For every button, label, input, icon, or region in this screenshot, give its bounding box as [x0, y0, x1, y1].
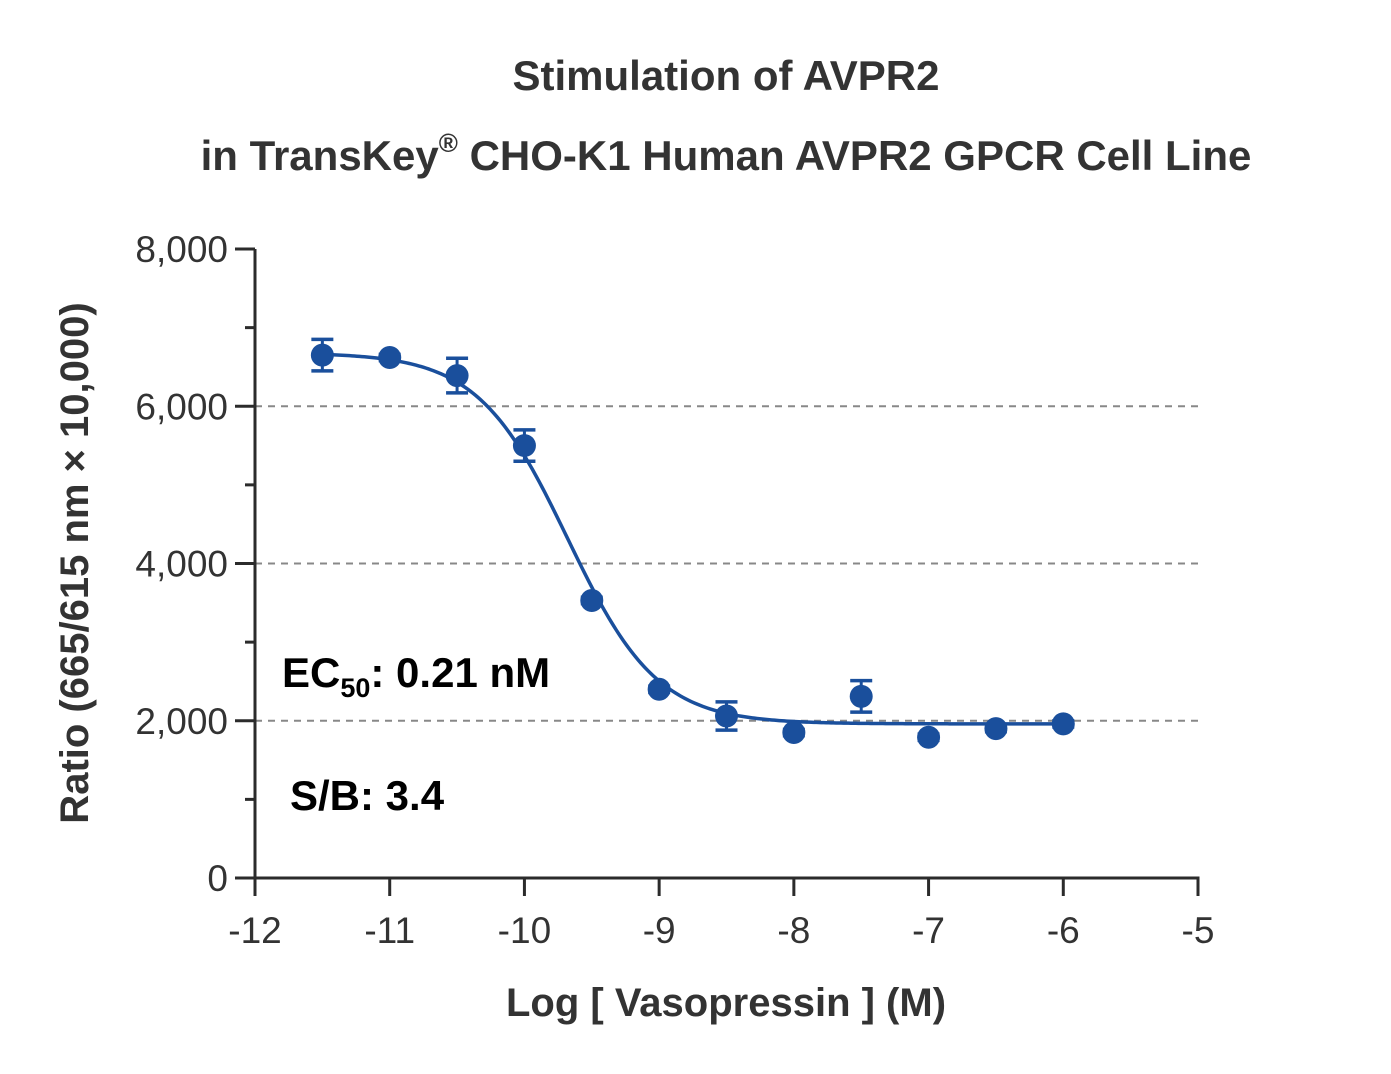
x-axis-title: Log [ Vasopressin ] (M)	[506, 981, 946, 1025]
x-tick-label: -5	[1182, 910, 1215, 951]
chart-title-line2-sup: ®	[439, 128, 458, 158]
x-tick-label: -7	[912, 910, 945, 951]
data-point	[512, 434, 536, 458]
data-point	[984, 717, 1008, 741]
data-point	[849, 684, 873, 708]
sb-annotation: S/B: 3.4	[290, 772, 445, 819]
ec50-prefix: EC	[282, 649, 340, 696]
ec50-subscript: 50	[340, 673, 370, 703]
data-point	[647, 677, 671, 701]
x-tick-label: -8	[777, 910, 810, 951]
chart-title-line1: Stimulation of AVPR2	[512, 52, 939, 99]
chart-title-line2: in TransKey® CHO-K1 Human AVPR2 GPCR Cel…	[201, 128, 1252, 179]
chart-title-line2-post: CHO-K1 Human AVPR2 GPCR Cell Line	[458, 132, 1251, 179]
x-tick-label: -11	[364, 910, 415, 951]
y-tick-label: 8,000	[135, 229, 228, 270]
ec50-value: : 0.21 nM	[370, 649, 550, 696]
points-layer	[310, 337, 1075, 749]
data-point	[310, 343, 334, 367]
chart-title-line2-pre: in TransKey	[201, 132, 440, 179]
y-axis-title: Ratio (665/615 nm × 10,000)	[53, 302, 97, 823]
x-tick-label: -10	[498, 910, 551, 951]
axes-layer: 0 2,000 4,000 6,000 8,000 -12 -11 -10 -9 -8 -7 -6 -5	[135, 229, 1214, 951]
data-point	[917, 725, 941, 749]
data-point	[715, 704, 738, 728]
data-point	[378, 346, 402, 370]
data-point	[1051, 712, 1075, 736]
y-tick-label: 6,000	[135, 386, 228, 427]
ec50-annotation: EC50: 0.21 nM	[282, 649, 550, 703]
y-tick-label: 2,000	[135, 701, 228, 742]
y-tick-label: 4,000	[135, 544, 228, 585]
data-point	[782, 721, 806, 745]
y-tick-label: 0	[207, 858, 228, 899]
x-tick-label: -9	[643, 910, 676, 951]
data-point	[445, 364, 469, 388]
x-tick-label: -6	[1047, 910, 1080, 951]
x-tick-label: -12	[228, 910, 281, 951]
data-point	[580, 588, 604, 612]
